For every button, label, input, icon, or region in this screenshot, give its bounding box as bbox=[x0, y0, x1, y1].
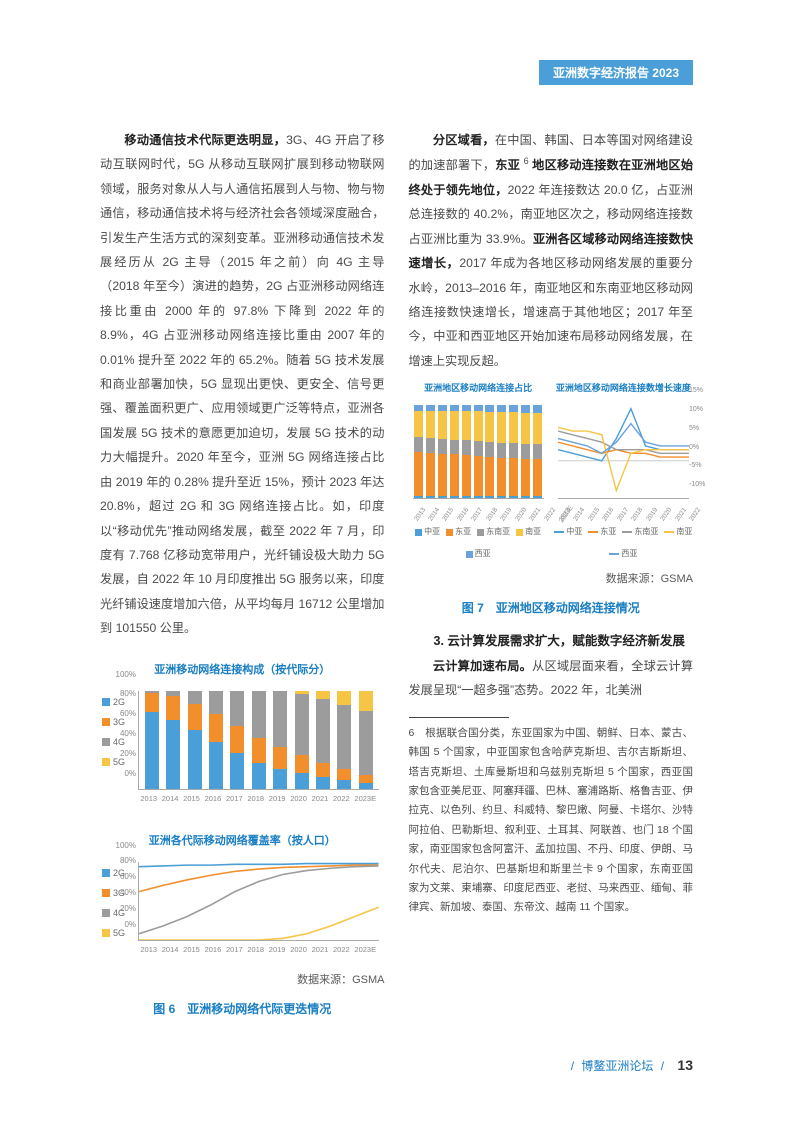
fig6-chart1-plot bbox=[138, 691, 379, 790]
fig6-chart1-yaxis: 0%20%40%60%80%100% bbox=[120, 691, 138, 790]
fig6-chart2: 亚洲各代际移动网络覆盖率（按人口） 2G3G4G5G 0%20%40%60%80… bbox=[100, 830, 385, 963]
fig6-chart2-yaxis: 0%20%40%60%80%100% bbox=[120, 862, 138, 941]
fig7-caption: 图 7 亚洲地区移动网络连接情况 bbox=[409, 596, 694, 620]
fig6-chart2-xaxis: 2013201420152016201720182019202020212022… bbox=[138, 942, 379, 957]
footer-page: 13 bbox=[677, 1057, 693, 1073]
fig7-right-title: 亚洲地区移动网络连接数增长速度 bbox=[554, 379, 693, 397]
right-p3-lead: 云计算加速布局。 bbox=[433, 659, 532, 673]
right-p1-b2: 东亚 bbox=[495, 158, 523, 172]
fig7-right-canvas: -10%-5%0%5%10%15% 2013201420152016201720… bbox=[554, 401, 693, 521]
fig7-right-chart: 亚洲地区移动网络连接数增长速度 -10%-5%0%5%10%15% 201320… bbox=[554, 379, 693, 562]
fig6-chart1-title: 亚洲移动网络连接构成（按代际分） bbox=[100, 659, 385, 681]
footer-slash-r: / bbox=[661, 1059, 664, 1073]
fig7-left-canvas: 2013201420152016201720182019202020212022… bbox=[409, 401, 548, 521]
fig7-left-title: 亚洲地区移动网络连接占比 bbox=[409, 379, 548, 397]
fig7-source: 数据来源：GSMA bbox=[409, 568, 694, 590]
fig6-chart1: 亚洲移动网络连接构成（按代际分） 2G3G4G5G 0%20%40%60%80%… bbox=[100, 659, 385, 812]
right-p1-m3: 2017 年成为各地区移动网络发展的重要分水岭，2013–2016 年，南亚地区… bbox=[409, 256, 694, 368]
fig6-chart2-plot bbox=[138, 862, 379, 941]
content-columns: 移动通信技术代际更迭明显，3G、4G 开启了移动互联网时代，5G 从移动互联网扩… bbox=[100, 128, 693, 1021]
fig6-chart2-canvas: 2G3G4G5G 0%20%40%60%80%100% 201320142015… bbox=[100, 858, 385, 963]
fig6-chart2-title: 亚洲各代际移动网络覆盖率（按人口） bbox=[100, 830, 385, 852]
fig6-chart1-xaxis: 2013201420152016201720182019202020212022… bbox=[138, 791, 379, 806]
right-h3: 3. 云计算发展需求扩大，赋能数字经济新发展 bbox=[409, 630, 694, 654]
footer-slash-l: / bbox=[571, 1059, 574, 1073]
fig7-left-legend: 中亚东亚东南亚南亚西亚 bbox=[409, 524, 548, 562]
fig6-caption: 图 6 亚洲移动网络代际更迭情况 bbox=[100, 997, 385, 1021]
header-title: 亚洲数字经济报告 2023 bbox=[553, 66, 679, 80]
footer-label: 博鳌亚洲论坛 bbox=[581, 1059, 653, 1073]
left-p1-rest: 3G、4G 开启了移动互联网时代，5G 从移动互联网扩展到移动物联网领域，服务对… bbox=[100, 133, 385, 635]
left-p1-lead: 移动通信技术代际更迭明显， bbox=[124, 133, 286, 147]
fig6-chart1-canvas: 2G3G4G5G 0%20%40%60%80%100% 201320142015… bbox=[100, 687, 385, 812]
header-bar: 亚洲数字经济报告 2023 bbox=[539, 60, 693, 85]
footnote-6: 6 根据联合国分类，东亚国家为中国、朝鲜、日本、蒙古、韩国 5 个国家，中亚国家… bbox=[409, 724, 694, 918]
right-p1-lead: 分区域看， bbox=[433, 133, 495, 147]
fig7-charts: 亚洲地区移动网络连接占比 201320142015201620172018201… bbox=[409, 379, 694, 562]
right-para-3: 云计算加速布局。从区域层面来看，全球云计算发展呈现“一超多强”态势。2022 年… bbox=[409, 654, 694, 703]
fig6-source: 数据来源：GSMA bbox=[100, 969, 385, 991]
footer: / 博鳌亚洲论坛 / 13 bbox=[567, 1057, 693, 1074]
fig7-left-chart: 亚洲地区移动网络连接占比 201320142015201620172018201… bbox=[409, 379, 548, 562]
left-para-1: 移动通信技术代际更迭明显，3G、4G 开启了移动互联网时代，5G 从移动互联网扩… bbox=[100, 128, 385, 641]
footnote-rule bbox=[409, 717, 509, 718]
left-column: 移动通信技术代际更迭明显，3G、4G 开启了移动互联网时代，5G 从移动互联网扩… bbox=[100, 128, 385, 1021]
right-column: 分区域看，在中国、韩国、日本等国对网络建设的加速部署下，东亚 6 地区移动连接数… bbox=[409, 128, 694, 1021]
right-para-1: 分区域看，在中国、韩国、日本等国对网络建设的加速部署下，东亚 6 地区移动连接数… bbox=[409, 128, 694, 373]
fig7-right-legend: 中亚东亚东南亚南亚西亚 bbox=[554, 524, 693, 562]
